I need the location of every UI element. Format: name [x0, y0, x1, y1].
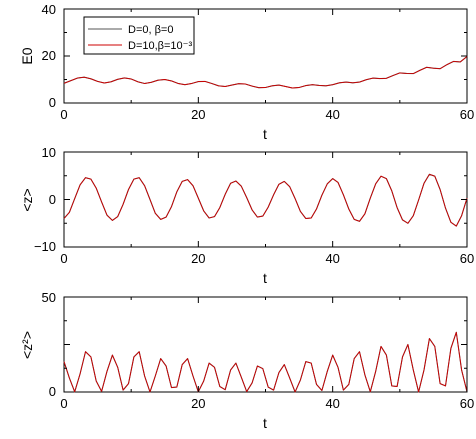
- panel-mean-z2-ytick-label: 0: [49, 384, 56, 399]
- panel-mean-z-xtick-label: 60: [460, 251, 474, 266]
- panel-energy-frame: [63, 8, 468, 104]
- panel-mean-z2-xtick-label: 40: [325, 396, 339, 411]
- legend-entry: D=10,β=10⁻³: [128, 40, 192, 52]
- panel-energy-ytick-label: 40: [42, 2, 56, 17]
- panel-energy-series-line: [63, 56, 468, 89]
- panel-mean-z2-ytick-label: 50: [42, 290, 56, 305]
- panel-mean-z-series-line: [63, 173, 468, 227]
- panel-energy-xtick-label: 0: [60, 107, 67, 122]
- panel-energy-ticks: [63, 8, 468, 104]
- panel-mean-z-ytick-label: 0: [49, 192, 56, 207]
- panel-energy-xtick-label: 20: [191, 107, 205, 122]
- panel-mean-z2-series: [63, 331, 468, 393]
- panel-energy-xtick-label: 60: [460, 107, 474, 122]
- panel-mean-z2-xtick-label: 20: [191, 396, 205, 411]
- panel-mean-z-ytick-label: −10: [34, 239, 56, 254]
- panel-mean-z-xtick-label: 20: [191, 251, 205, 266]
- panel-mean-z2-xtick-label: 60: [460, 396, 474, 411]
- legend: D=0, β=0 D=10,β=10⁻³: [83, 16, 195, 55]
- legend-box: [83, 16, 195, 55]
- legend-entry: D=0, β=0: [128, 24, 173, 36]
- panel-energy-ylabel: E0: [19, 47, 35, 64]
- panel-mean-z2-xtick-label: 0: [60, 396, 67, 411]
- panel-mean-z-ytick-label: 10: [42, 145, 56, 160]
- panel-mean-z-ticks: [63, 151, 468, 248]
- panel-mean-z-xlabel: t: [263, 270, 267, 286]
- panel-energy-xtick-label: 40: [325, 107, 339, 122]
- panel-energy-series-line: [63, 56, 468, 89]
- panel-mean-z2: 0 25 50 0 20 40 60 t <z²>: [19, 290, 474, 431]
- panel-energy-xlabel: t: [263, 126, 267, 142]
- panel-mean-z-series: [63, 173, 468, 227]
- panel-mean-z-xtick-label: 40: [325, 251, 339, 266]
- panel-mean-z2-xlabel: t: [263, 415, 267, 431]
- panel-mean-z2-ticks: [63, 296, 468, 393]
- panel-mean-z2-series-line: [63, 331, 468, 393]
- panel-mean-z: −10 0 10 0 20 40 60 t <z>: [19, 145, 474, 286]
- panel-energy-ytick-label: 20: [42, 48, 56, 63]
- panel-mean-z2-ylabel: <z²>: [19, 331, 35, 359]
- panel-mean-z-ylabel: <z>: [19, 188, 35, 211]
- panel-mean-z2-series-line: [63, 331, 468, 393]
- panel-energy-series: [63, 56, 468, 89]
- panel-energy: 0 20 40 0 20 40 60 t E0 D=0, β=0 D=10,β=…: [19, 2, 474, 142]
- panel-mean-z-xtick-label: 0: [60, 251, 67, 266]
- panel-energy-ytick-label: 0: [49, 95, 56, 110]
